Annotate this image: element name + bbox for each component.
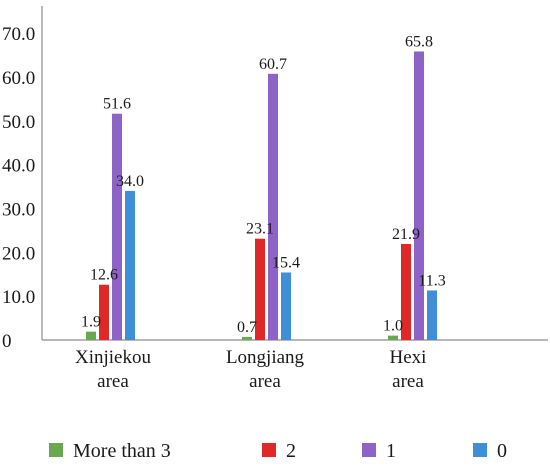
data-label: 60.7 (259, 56, 287, 73)
data-label: 65.8 (405, 33, 433, 50)
data-label: 11.3 (418, 272, 445, 289)
data-label: 1.9 (81, 314, 101, 331)
legend-label: More than 3 (73, 440, 171, 462)
legend-label: 1 (386, 440, 396, 462)
legend-swatch (473, 443, 487, 457)
data-label: 1.0 (383, 318, 403, 335)
y-tick-label: 60.0 (2, 68, 35, 89)
bar (99, 284, 109, 340)
bar (125, 190, 135, 340)
bar (401, 243, 411, 340)
bar (388, 335, 398, 340)
y-tick-label: 0 (2, 331, 12, 352)
legend-label: 0 (497, 440, 507, 462)
y-tick-label: 70.0 (2, 24, 35, 45)
legend-swatch (362, 443, 376, 457)
bar (86, 331, 96, 340)
data-label: 23.1 (246, 221, 274, 238)
bar (414, 51, 424, 340)
data-label: 0.7 (237, 319, 257, 336)
category-label: Longjiang area (226, 347, 305, 392)
category-label: Xinjiekou area (75, 347, 151, 392)
bar (427, 290, 437, 340)
data-label: 12.6 (90, 267, 118, 284)
bar (268, 73, 278, 340)
bars (86, 51, 437, 340)
category-labels: Xinjiekou area Longjiang area Hexi area (75, 347, 426, 392)
y-tick-label: 20.0 (2, 243, 35, 264)
legend-swatch (49, 443, 63, 457)
bar (281, 272, 291, 340)
bar (242, 336, 252, 340)
legend-label: 2 (286, 440, 296, 462)
data-label: 51.6 (103, 96, 131, 113)
y-tick-label: 50.0 (2, 112, 35, 133)
data-labels: 1.9 0.7 1.0 12.6 23.1 21.9 51.6 60.7 65.8 34.0 15.… (81, 33, 446, 335)
data-label: 15.4 (272, 254, 300, 271)
y-tick-label: 40.0 (2, 156, 35, 177)
data-label: 21.9 (392, 226, 420, 243)
legend: More than 3 2 1 0 (49, 440, 507, 462)
legend-swatch (262, 443, 276, 457)
y-tick-label: 10.0 (2, 287, 35, 308)
bar (255, 238, 265, 340)
y-axis-ticks: 0 10.0 20.0 30.0 40.0 50.0 60.0 70.0 (2, 24, 35, 352)
data-label: 34.0 (116, 173, 144, 190)
category-label: Hexi area (390, 347, 427, 392)
bar (112, 113, 122, 340)
y-tick-label: 30.0 (2, 199, 35, 220)
